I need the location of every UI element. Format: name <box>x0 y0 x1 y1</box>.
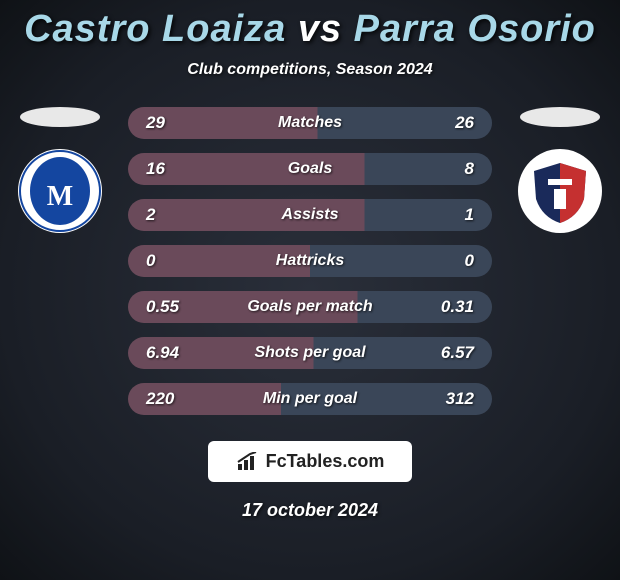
left-team-column: M <box>10 107 110 233</box>
vs-text: vs <box>298 8 342 50</box>
stat-right-value: 312 <box>424 389 474 409</box>
stat-right-value: 0 <box>424 251 474 271</box>
stats-list: 29Matches2616Goals82Assists10Hattricks00… <box>110 107 510 415</box>
stat-row: 2 Assists 1 <box>128 199 492 231</box>
comparison-title: Castro Loaiza vs Parra Osorio <box>24 8 596 51</box>
stat-right-value: 0.31 <box>424 297 474 317</box>
stat-right-value: 8 <box>424 159 474 179</box>
stat-label: Hattricks <box>276 252 344 270</box>
stat-label: Min per goal <box>263 390 357 408</box>
svg-text:M: M <box>47 181 73 212</box>
right-team-logo <box>518 149 602 233</box>
stat-left-value: 0.55 <box>146 297 196 317</box>
stat-left-value: 6.94 <box>146 343 196 363</box>
right-team-crest-icon <box>518 149 602 233</box>
stat-row: 0.55 Goals per match 0.31 <box>128 291 492 323</box>
stat-row: 29 Matches 26 <box>128 107 492 139</box>
stat-left-value: 0 <box>146 251 196 271</box>
stat-label: Shots per goal <box>254 344 365 362</box>
player2-name: Parra Osorio <box>354 8 596 50</box>
stat-row: 0 Hattricks 0 <box>128 245 492 277</box>
right-team-column <box>510 107 610 233</box>
stat-right-value: 6.57 <box>424 343 474 363</box>
content-area: M 29 Matches 26 16 Goals 8 2 Assists 1 0 Hattricks… <box>0 107 620 415</box>
subtitle: Club competitions, Season 2024 <box>187 61 432 79</box>
brand-badge: FcTables.com <box>208 441 413 482</box>
player1-name: Castro Loaiza <box>24 8 286 50</box>
left-team-crest-icon: M <box>18 149 102 233</box>
stat-right-value: 1 <box>424 205 474 225</box>
stat-label: Goals per match <box>247 298 372 316</box>
stat-row: 220 Min per goal 312 <box>128 383 492 415</box>
stat-label: Goals <box>288 160 332 178</box>
left-ellipse <box>20 107 100 127</box>
brand-text: FcTables.com <box>266 451 385 472</box>
stat-left-value: 220 <box>146 389 196 409</box>
stat-row: 16 Goals 8 <box>128 153 492 185</box>
right-ellipse <box>520 107 600 127</box>
stat-right-value: 26 <box>424 113 474 133</box>
stat-label: Matches <box>278 114 342 132</box>
stat-left-value: 16 <box>146 159 196 179</box>
left-team-logo: M <box>18 149 102 233</box>
date-text: 17 october 2024 <box>242 500 378 521</box>
stat-row: 6.94 Shots per goal 6.57 <box>128 337 492 369</box>
stat-label: Assists <box>282 206 339 224</box>
stat-left-value: 2 <box>146 205 196 225</box>
chart-icon <box>236 452 260 472</box>
stat-left-value: 29 <box>146 113 196 133</box>
